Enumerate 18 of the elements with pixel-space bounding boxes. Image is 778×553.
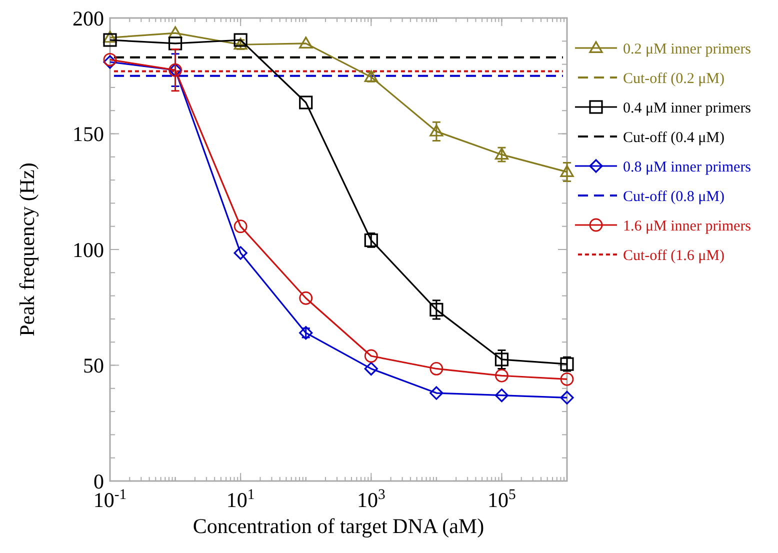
- legend-label: Cut-off (0.4 μM): [623, 130, 725, 146]
- x-tick-label: 10$^{1}$: [226, 487, 255, 512]
- y-tick-label: 200: [72, 6, 104, 30]
- y-axis-title: Peak frequency (Hz): [15, 162, 39, 336]
- x-axis-title: Concentration of target DNA (aM): [192, 514, 484, 538]
- legend-label: Cut-off (0.2 μM): [623, 70, 725, 87]
- legend-label: 0.4 μM inner primers: [623, 100, 752, 116]
- legend-label: 0.2 μM inner primers: [623, 41, 752, 58]
- y-tick-label: 50: [83, 354, 104, 378]
- legend-label: Cut-off (0.8 μM): [623, 188, 725, 205]
- y-tick-label: 150: [72, 122, 104, 146]
- x-tick-label: 10$^{5}$: [488, 487, 516, 512]
- legend-label: 1.6 μM inner primers: [623, 218, 752, 234]
- y-tick-label: 0: [94, 469, 104, 494]
- y-tick-label: 100: [72, 238, 104, 262]
- legend-label: 0.8 μM inner primers: [623, 159, 752, 176]
- x-tick-label: 10$^{3}$: [356, 487, 386, 512]
- legend-label: Cut-off (1.6 μM): [623, 248, 725, 264]
